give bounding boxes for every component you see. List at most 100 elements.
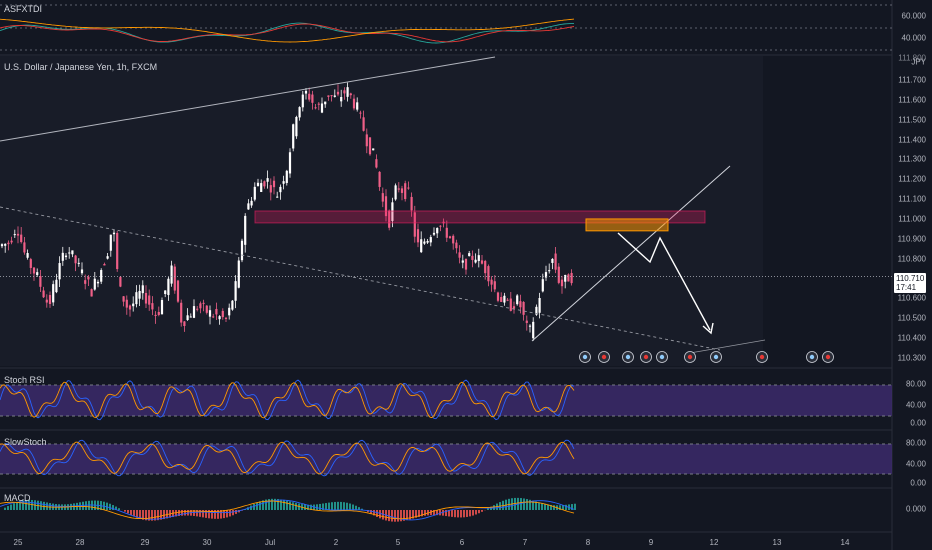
macd-bar: [346, 502, 348, 510]
candle-body: [516, 295, 519, 305]
price-tick-6: 111.100: [898, 194, 926, 204]
candle-body: [106, 256, 109, 259]
macd-bar: [328, 502, 330, 510]
candle-body: [327, 95, 330, 97]
candle-body: [304, 90, 308, 94]
event-icon-dot: [625, 354, 631, 360]
macd-bar: [355, 505, 357, 510]
time-tick-0: 25: [13, 538, 23, 547]
macd-bar: [151, 510, 153, 521]
macd-bar: [565, 504, 567, 510]
macd-bar: [340, 501, 342, 510]
upper-trendline: [0, 56, 496, 142]
candle-body: [157, 311, 160, 315]
time-tick-6: 5: [395, 538, 401, 547]
candle-body: [253, 186, 256, 200]
candle-body: [250, 200, 253, 206]
candle-body: [202, 302, 205, 304]
candle-body: [365, 134, 368, 147]
candle-body: [448, 236, 452, 238]
candle-body: [39, 276, 42, 287]
macd-bar: [256, 502, 258, 510]
macd-bar: [22, 500, 24, 510]
candle-body: [474, 259, 477, 263]
candle-body: [164, 290, 167, 295]
candle-body: [0, 244, 4, 247]
macd-label: MACD: [4, 493, 31, 503]
candle-body: [500, 296, 503, 302]
price-tick-3: 111.400: [898, 135, 926, 144]
last-price-tag: 110.710 17:41: [894, 273, 927, 293]
target-zone: [585, 218, 669, 232]
macd-bar: [253, 504, 255, 510]
macd-bar: [28, 499, 30, 510]
macd-bar: [148, 510, 150, 521]
candle-body: [199, 303, 202, 309]
macd-bar: [202, 510, 204, 518]
macd-bar: [211, 510, 213, 519]
macd-bar: [316, 504, 318, 510]
macd-bar: [196, 510, 198, 517]
event-icon-dot: [759, 354, 765, 360]
macd-bar: [4, 507, 6, 510]
macd-bar: [442, 510, 444, 516]
support-trendline: [531, 165, 731, 342]
macd-bar: [262, 500, 264, 510]
candle-body: [298, 107, 301, 118]
candle-body: [48, 295, 52, 304]
price-tick-10: 110.600: [897, 293, 926, 303]
candle-body: [480, 260, 484, 264]
macd-bar: [397, 510, 399, 522]
resistance-zone: [254, 210, 706, 224]
candle-body: [314, 107, 317, 109]
candle-body: [420, 239, 423, 253]
candle-body: [455, 242, 458, 249]
candle-body: [68, 252, 71, 254]
top-indicator-line-2: [0, 23, 575, 43]
candle-body: [333, 95, 336, 97]
macd-bar: [310, 504, 312, 510]
candle-body: [132, 303, 135, 307]
candle-body: [52, 284, 55, 303]
macd-bar: [529, 499, 531, 510]
macd-bar: [220, 510, 222, 519]
candle-body: [208, 310, 212, 317]
macd-bar: [277, 499, 279, 510]
macd-bar: [13, 503, 15, 510]
macd-bar: [400, 510, 402, 522]
candle-body: [7, 242, 10, 245]
macd-bar: [394, 510, 396, 522]
sstoch-tick-0: 0.00: [910, 478, 926, 488]
candle-body: [58, 263, 61, 280]
candle-body: [176, 280, 180, 302]
macd-bar: [127, 510, 129, 514]
candle-body: [23, 242, 26, 253]
macd-bar: [391, 510, 393, 522]
macd-bar: [337, 501, 339, 510]
macd-bar: [289, 501, 291, 510]
macd-bar: [295, 502, 297, 510]
macd-bar: [43, 501, 45, 510]
candle-body: [324, 101, 327, 105]
macd-bar: [46, 502, 48, 510]
macd-bar: [130, 510, 132, 515]
slow-stoch-k: [0, 439, 575, 477]
candle-body: [256, 182, 260, 186]
macd-bar: [286, 500, 288, 510]
candle-body: [493, 281, 496, 290]
price-tick-2: 111.500: [898, 115, 926, 125]
candle-body: [183, 321, 186, 326]
srsi-tick-40: 40.00: [905, 400, 926, 410]
macd-bar: [319, 503, 321, 510]
candle-body: [413, 212, 416, 237]
macd-bar: [373, 510, 375, 516]
time-tick-11: 12: [709, 538, 719, 547]
candle-body: [10, 240, 13, 243]
macd-bar: [325, 503, 327, 510]
candle-body: [173, 266, 176, 291]
candle-body: [247, 203, 250, 210]
price-axis[interactable]: JPY 111.800 111.700 111.600 111.500 111.400…: [892, 0, 932, 550]
macd-bar: [550, 504, 552, 510]
candle-body: [112, 232, 116, 235]
